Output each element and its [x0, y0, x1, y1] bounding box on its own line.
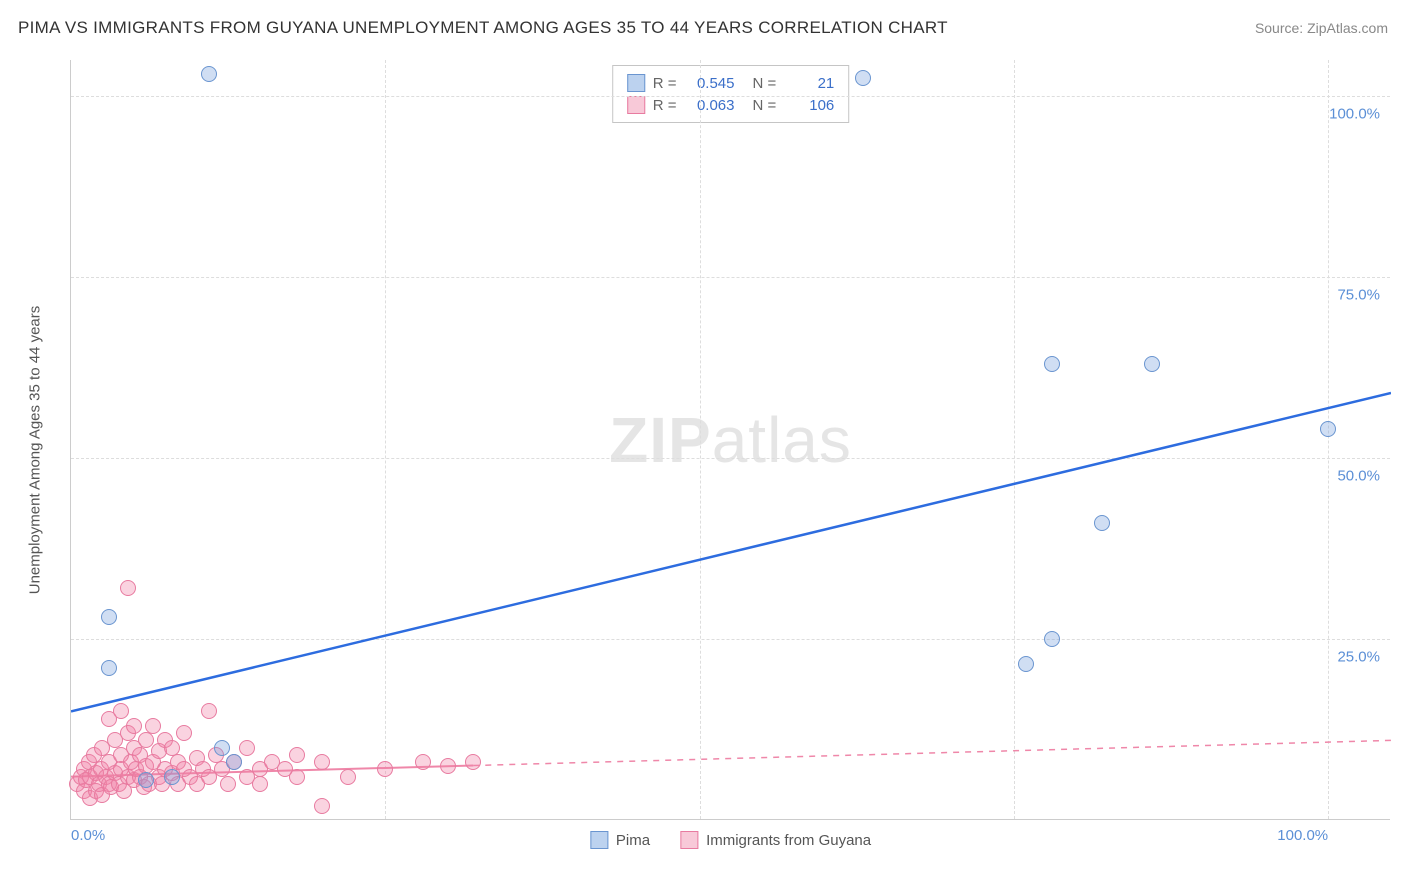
- data-point: [340, 769, 356, 785]
- data-point: [239, 740, 255, 756]
- data-point: [201, 66, 217, 82]
- series-swatch: [627, 96, 645, 114]
- grid-line-horizontal: [71, 458, 1390, 459]
- data-point: [101, 660, 117, 676]
- watermark-bold: ZIP: [609, 404, 712, 476]
- n-value: 21: [784, 75, 834, 92]
- grid-line-vertical: [700, 60, 701, 819]
- y-tick-label: 75.0%: [1337, 287, 1380, 304]
- data-point: [855, 70, 871, 86]
- data-point: [289, 747, 305, 763]
- data-point: [1320, 421, 1336, 437]
- grid-line-horizontal: [71, 639, 1390, 640]
- data-point: [113, 703, 129, 719]
- data-point: [289, 769, 305, 785]
- y-tick-label: 50.0%: [1337, 468, 1380, 485]
- data-point: [377, 761, 393, 777]
- data-point: [440, 758, 456, 774]
- data-point: [138, 772, 154, 788]
- bottom-legend: Pima Immigrants from Guyana: [590, 831, 871, 849]
- data-point: [1018, 656, 1034, 672]
- y-tick-label: 100.0%: [1329, 106, 1380, 123]
- watermark: ZIPatlas: [609, 403, 852, 477]
- data-point: [1044, 356, 1060, 372]
- n-value: 106: [784, 97, 834, 114]
- stats-row: R = 0.545 N = 21: [627, 72, 835, 94]
- x-tick-label: 100.0%: [1277, 827, 1328, 844]
- grid-line-vertical: [1014, 60, 1015, 819]
- trend-line: [71, 393, 1391, 711]
- trend-lines-layer: [71, 60, 1391, 820]
- grid-line-vertical: [385, 60, 386, 819]
- n-label: N =: [753, 75, 777, 92]
- legend-item: Immigrants from Guyana: [680, 831, 871, 849]
- source-label: Source: ZipAtlas.com: [1255, 20, 1388, 36]
- stats-row: R = 0.063 N = 106: [627, 94, 835, 116]
- legend-swatch: [590, 831, 608, 849]
- grid-line-horizontal: [71, 96, 1390, 97]
- header: PIMA VS IMMIGRANTS FROM GUYANA UNEMPLOYM…: [18, 18, 1388, 38]
- legend-label: Immigrants from Guyana: [706, 832, 871, 849]
- r-label: R =: [653, 97, 677, 114]
- legend-label: Pima: [616, 832, 650, 849]
- watermark-light: atlas: [712, 404, 852, 476]
- data-point: [220, 776, 236, 792]
- series-swatch: [627, 74, 645, 92]
- stats-legend-box: R = 0.545 N = 21 R = 0.063 N = 106: [612, 65, 850, 123]
- data-point: [314, 754, 330, 770]
- data-point: [201, 703, 217, 719]
- data-point: [314, 798, 330, 814]
- data-point: [145, 718, 161, 734]
- y-tick-label: 25.0%: [1337, 649, 1380, 666]
- data-point: [120, 580, 136, 596]
- n-label: N =: [753, 97, 777, 114]
- r-label: R =: [653, 75, 677, 92]
- data-point: [1094, 515, 1110, 531]
- data-point: [176, 725, 192, 741]
- data-point: [214, 740, 230, 756]
- data-point: [252, 776, 268, 792]
- data-point: [1144, 356, 1160, 372]
- data-point: [226, 754, 242, 770]
- chart-title: PIMA VS IMMIGRANTS FROM GUYANA UNEMPLOYM…: [18, 18, 948, 38]
- x-tick-label: 0.0%: [71, 827, 105, 844]
- data-point: [164, 769, 180, 785]
- data-point: [101, 609, 117, 625]
- chart-area: Unemployment Among Ages 35 to 44 years Z…: [50, 60, 1390, 840]
- y-axis-title: Unemployment Among Ages 35 to 44 years: [27, 306, 44, 595]
- data-point: [415, 754, 431, 770]
- grid-line-horizontal: [71, 277, 1390, 278]
- data-point: [1044, 631, 1060, 647]
- trend-line-dashed: [473, 740, 1391, 765]
- r-value: 0.063: [685, 97, 735, 114]
- plot-region: ZIPatlas R =0.545N =21R =0.063N =106 Pim…: [70, 60, 1390, 820]
- legend-item: Pima: [590, 831, 650, 849]
- data-point: [465, 754, 481, 770]
- r-value: 0.545: [685, 75, 735, 92]
- legend-swatch: [680, 831, 698, 849]
- grid-line-vertical: [1328, 60, 1329, 819]
- data-point: [126, 718, 142, 734]
